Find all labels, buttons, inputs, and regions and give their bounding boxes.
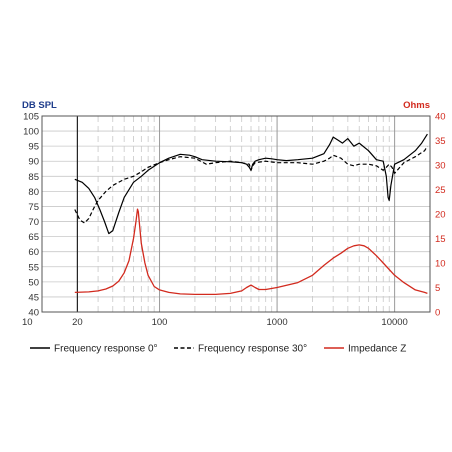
x-tick-label: 20	[72, 317, 83, 328]
legend-label: Frequency response 30°	[198, 344, 307, 355]
y-right-tick-label: 20	[435, 210, 446, 221]
y-right-tick-label: 5	[435, 283, 440, 294]
x-tick-label: 100	[152, 317, 168, 328]
y-left-tick-label: 55	[28, 262, 39, 273]
legend-label: Frequency response 0°	[54, 344, 158, 355]
legend-label: Impedance Z	[348, 344, 406, 355]
y-left-tick-label: 105	[23, 112, 39, 123]
y-left-tick-label: 80	[28, 187, 39, 198]
response-30-line	[74, 145, 428, 224]
grid	[42, 116, 430, 312]
y-right-tick-label: 25	[435, 185, 446, 196]
y-left-tick-label: 95	[28, 142, 39, 153]
y-left-tick-label: 65	[28, 232, 39, 243]
series-lines	[74, 133, 428, 296]
y-right-tick-label: 30	[435, 161, 446, 172]
y-right-tick-label: 35	[435, 136, 446, 147]
y-left-tick-label: 100	[23, 127, 39, 138]
y-left-tick-label: 45	[28, 292, 39, 303]
x-tick-label: 10	[22, 317, 33, 328]
left-axis-label: DB SPL	[22, 100, 57, 111]
y-left-tick-label: 40	[28, 308, 39, 319]
y-right-tick-label: 40	[435, 112, 446, 123]
y-right-tick-label: 15	[435, 234, 446, 245]
impedance-line	[74, 208, 428, 296]
x-tick-label: 1000	[267, 317, 288, 328]
y-left-tick-label: 60	[28, 247, 39, 258]
right-axis-label: Ohms	[403, 100, 430, 111]
y-right-tick-label: 10	[435, 259, 446, 270]
y-left-tick-label: 50	[28, 277, 39, 288]
tick-labels: 1051009590858075706560555045404035302520…	[22, 112, 446, 329]
y-left-tick-label: 75	[28, 202, 39, 213]
response-0-line	[74, 133, 428, 235]
y-left-tick-label: 90	[28, 157, 39, 168]
plot-frame	[41, 115, 431, 313]
y-left-tick-label: 70	[28, 217, 39, 228]
y-right-tick-label: 0	[435, 308, 440, 319]
x-tick-label: 10000	[381, 317, 407, 328]
y-left-tick-label: 85	[28, 172, 39, 183]
legend: Frequency response 0° Frequency response …	[30, 344, 406, 355]
plot-border	[41, 115, 431, 313]
